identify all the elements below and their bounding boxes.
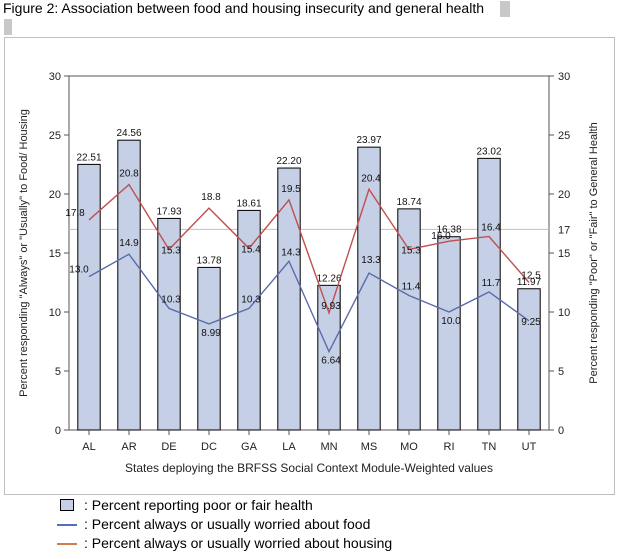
food-point-label: 6.64 <box>321 356 341 367</box>
caption-highlight-mark <box>4 19 12 35</box>
y-tick-label: 25 <box>49 130 61 142</box>
y-tick-label: 15 <box>49 248 61 260</box>
housing-line <box>88 183 530 316</box>
food-point-label: 9.25 <box>521 317 541 328</box>
bar-value-label: 17.93 <box>156 206 181 217</box>
food-point-label: 10.0 <box>441 316 461 327</box>
food-point-label: 11.4 <box>402 281 421 292</box>
x-tick-label: TN <box>482 441 497 453</box>
food-point-label: 11.7 <box>482 278 501 289</box>
food-point-label: 14.3 <box>281 247 301 258</box>
food-line <box>88 253 530 354</box>
chart: 0 0 5 5 10 10 15 15 20 20 25 25 30 30 17 22.51 24.56 17.9… <box>18 71 600 475</box>
legend-label-health: : Percent reporting poor or fair health <box>84 497 313 513</box>
housing-point-label: 20.4 <box>361 173 381 184</box>
bar-value-label: 18.74 <box>396 197 421 208</box>
x-tick-label: RI <box>444 441 455 453</box>
y2-tick-label: 20 <box>558 189 570 201</box>
reference-line-label: 17 <box>558 224 570 236</box>
housing-point-label: 15.3 <box>161 245 181 256</box>
bar-value-label: 13.78 <box>196 255 221 266</box>
bar <box>397 208 421 431</box>
y2-tick-label: 0 <box>558 425 564 437</box>
y-tick-label: 0 <box>55 425 61 437</box>
x-axis-title: States deploying the BRFSS Social Contex… <box>125 461 493 475</box>
bar-value-label: 22.51 <box>76 152 101 163</box>
y2-tick-label: 10 <box>558 307 570 319</box>
bar-value-label: 23.97 <box>356 135 381 146</box>
housing-point-label: 9.93 <box>321 301 341 312</box>
y-tick-label: 10 <box>49 307 61 319</box>
y-axis-title: Percent responding "Always" or "Usually"… <box>18 109 30 397</box>
food-point-label: 13.3 <box>361 255 381 266</box>
legend-swatch-housing-line <box>57 543 77 545</box>
legend-label-food: : Percent always or usually worried abou… <box>84 516 371 532</box>
housing-point-label: 15.4 <box>241 244 261 255</box>
food-point-label: 10.3 <box>241 294 261 305</box>
housing-point-label: 15.3 <box>401 245 421 256</box>
title-highlight-mark <box>500 1 510 17</box>
x-tick-label: MO <box>400 441 418 453</box>
legend-swatch-bar <box>60 499 74 511</box>
housing-point-label: 17.8 <box>65 208 85 219</box>
food-point-label: 14.9 <box>119 238 139 249</box>
x-tick-label: MN <box>320 441 337 453</box>
x-tick-label: UT <box>522 441 537 453</box>
food-point-label: 13.0 <box>69 265 89 276</box>
bar <box>277 167 301 431</box>
housing-point-label: 18.8 <box>201 192 221 203</box>
food-point-label: 10.3 <box>161 294 181 305</box>
x-tick-label: DE <box>161 441 176 453</box>
y2-tick-label: 5 <box>558 366 564 378</box>
bar <box>197 266 221 431</box>
bar-value-label: 18.61 <box>236 198 261 209</box>
x-tick-label: LA <box>282 441 296 453</box>
legend-swatch-food-line <box>57 524 77 526</box>
housing-point-label: 19.5 <box>281 184 301 195</box>
bar <box>477 157 501 431</box>
bar <box>437 236 461 431</box>
y-tick-label: 5 <box>55 366 61 378</box>
bar-value-label: 22.20 <box>276 156 301 167</box>
bar-value-label: 23.02 <box>476 146 501 157</box>
y-tick-label: 20 <box>49 189 61 201</box>
y2-tick-label: 30 <box>558 71 570 83</box>
housing-point-label: 20.8 <box>119 169 139 180</box>
housing-point-label: 16.4 <box>481 222 501 233</box>
bar-value-label: 12.26 <box>316 273 341 284</box>
x-tick-label: DC <box>201 441 217 453</box>
x-tick-label: GA <box>241 441 258 453</box>
figure-title: Figure 2: Association between food and h… <box>3 0 484 16</box>
y2-tick-label: 25 <box>558 130 570 142</box>
x-tick-label: MS <box>361 441 378 453</box>
chart-frame: 0 0 5 5 10 10 15 15 20 20 25 25 30 30 17 22.51 24.56 17.9… <box>4 37 615 495</box>
legend-label-housing: : Percent always or usually worried abou… <box>84 535 393 551</box>
housing-point-label: 12.5 <box>521 271 541 282</box>
food-point-label: 8.99 <box>201 328 221 339</box>
bar <box>77 163 101 431</box>
bar-value-label: 24.56 <box>116 128 141 139</box>
y-tick-label: 30 <box>49 71 61 83</box>
bar-value-label: 16.38 <box>436 225 461 236</box>
x-tick-label: AR <box>121 441 136 453</box>
bar <box>517 288 541 431</box>
y2-tick-label: 15 <box>558 248 570 260</box>
y2-axis-title: Percent responding "Poor" or "Fair" to G… <box>588 122 600 383</box>
x-tick-label: AL <box>82 441 95 453</box>
housing-point-label: 16.0 <box>431 231 451 242</box>
